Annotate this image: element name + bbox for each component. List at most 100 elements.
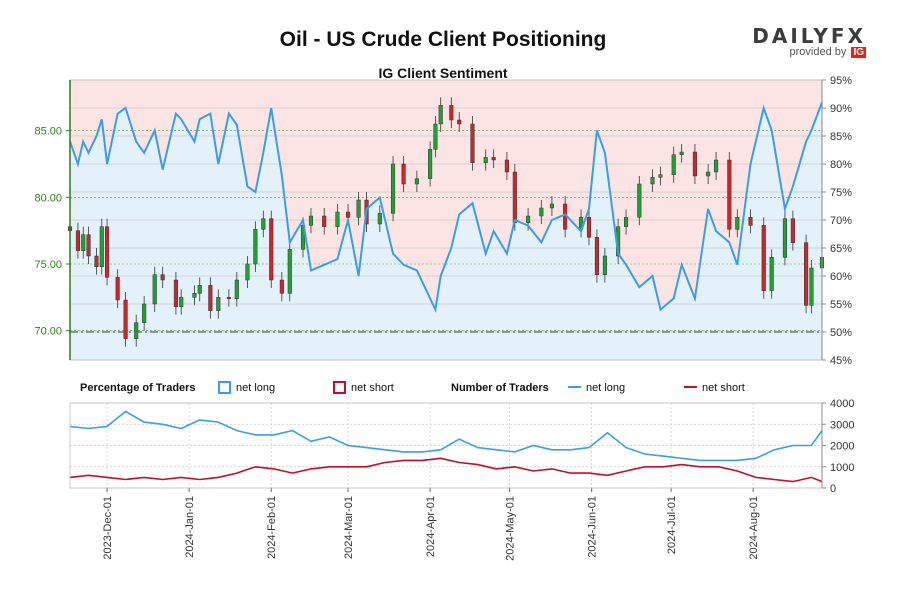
price-candle [308,215,314,226]
legend-pct-short-label: net short [351,382,394,394]
right-tick-label: 70% [830,215,852,227]
date-tick-label: 2024-Feb-01 [266,496,278,559]
net-long-area [70,102,822,361]
price-candle [245,263,250,281]
right-tick-label: 60% [830,271,852,283]
right-tick-label: 65% [830,243,852,255]
right-tick-label: 85% [830,131,852,143]
price-candle [526,215,531,223]
count-tick-label: 3000 [830,419,854,431]
price-candle [748,217,753,226]
price-candle [433,123,438,150]
brand-tagline: provided by IG [752,46,866,58]
price-candle [790,218,795,243]
left-tick-label: 70.00 [34,326,62,338]
price-candle [449,105,454,121]
price-candle [261,218,266,230]
price-candle [401,163,406,185]
price-candle [483,157,488,163]
left-tick-label: 85.00 [34,126,62,138]
price-candle [470,123,475,163]
price-candle [782,218,787,258]
price-candle [428,149,433,179]
count-tick-label: 4000 [830,398,854,410]
price-candle [650,177,655,185]
count-tick-label: 2000 [830,441,854,453]
price-candle [377,213,382,225]
price-candle [735,217,740,230]
price-candle [345,211,351,218]
right-tick-label: 50% [830,327,852,339]
date-tick-label: 2024-Apr-01 [425,496,437,557]
date-tick-label: 2024-Mar-01 [343,496,355,559]
legend-pct-long-swatch [218,381,231,394]
price-candle [75,230,80,251]
price-candle [94,255,99,267]
date-tick-label: 2024-Jun-01 [587,496,599,558]
price-candle [115,277,120,301]
legend-pct-short-swatch [333,381,346,394]
price-candle [134,322,139,339]
price-candle [602,255,607,275]
price-candle [512,171,517,223]
ig-logo: IG [851,47,866,58]
right-tick-label: 45% [830,355,852,367]
right-tick-label: 75% [830,187,852,199]
price-candle [761,225,766,291]
price-candle [727,159,732,230]
count-tick-label: 0 [830,483,836,495]
price-candle [804,242,809,306]
price-candle [81,234,86,251]
price-candle [504,159,509,173]
price-candle [594,237,599,275]
sentiment-panel: 45% 50% 55% 60% 65% 70% 75% 80% 85% 90% 95% 70.00 75… [34,75,852,367]
legend-pct-long-label: net long [236,382,275,394]
brand-name: DAILYFX [752,24,866,48]
price-candle [160,274,165,281]
price-candle [706,171,711,177]
date-tick-label: 2023-Dec-01 [102,496,114,560]
right-tick-label: 90% [830,103,852,115]
left-tick-label: 80.00 [34,192,62,204]
price-candle [123,299,128,339]
price-candle [438,105,443,125]
price-candle [269,218,274,281]
right-tick-label: 55% [830,299,852,311]
price-candle [179,297,184,307]
price-candle [152,274,157,305]
price-candle [414,178,419,185]
brand-tagline-text: provided by [789,46,847,58]
legend-num-heading: Number of Traders [451,382,549,394]
legend: Percentage of Traders net long net short… [80,381,745,394]
date-tick-label: 2024-May-01 [505,496,517,561]
chart-title: Oil - US Crude Client Positioning [280,28,607,51]
right-tick-label: 80% [830,159,852,171]
price-candle [335,211,340,227]
trader-count-panel: 0 1000 2000 3000 4000 2023-Dec-01 2024-Jan-01 2… [69,398,854,561]
date-tick-label: 2024-Jul-01 [666,496,678,554]
price-candle [105,226,110,278]
net-long-pct-line [69,102,823,313]
price-candle [234,279,239,299]
legend-pct-heading: Percentage of Traders [80,382,196,394]
net-short-count-line [69,457,823,483]
price-candle [390,163,396,214]
price-candle [208,285,213,311]
price-candle [457,119,462,125]
price-candle [809,267,814,306]
left-tick-label: 75.00 [34,259,62,271]
price-candle [99,226,104,267]
price-candle [279,279,284,294]
price-candle [586,217,592,238]
price-candle [86,234,91,257]
price-candle [216,297,221,311]
price-candle [253,229,258,265]
price-candle [671,154,676,175]
price-candle [197,285,202,294]
price-candle [714,159,719,173]
chart-subtitle: IG Client Sentiment [378,65,507,81]
price-candle [173,279,178,307]
dailyfx-logo: DAILYFX provided by IG [752,24,866,58]
price-candle [658,174,663,178]
price-candle [769,257,774,291]
